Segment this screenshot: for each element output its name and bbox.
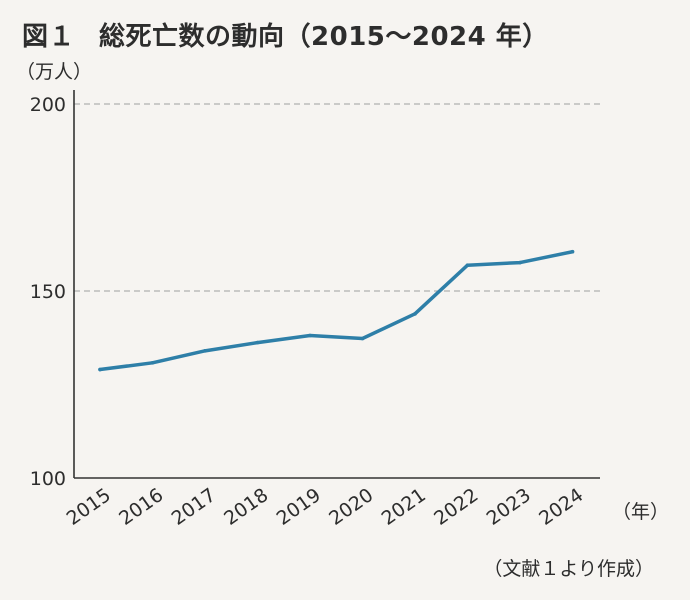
data-point-2019 [308,333,312,338]
grid-lines [74,103,600,292]
x-tick-label-2015: 2015 [63,484,115,530]
figure-title: 図１ 総死亡数の動向（2015～2024 年） [22,16,549,53]
series-layer [98,249,575,372]
x-tick-label-2023: 2023 [483,484,535,530]
axes [73,90,600,479]
series-line-total-deaths [98,249,575,372]
data-point-2023 [518,260,522,265]
data-point-2024 [570,249,575,254]
y-axis-unit-label: （万人） [16,61,92,83]
data-point-2022 [465,263,470,267]
x-tick-label-2017: 2017 [168,484,220,530]
y-tick-label-150: 150 [30,281,66,303]
x-tick-label-2024: 2024 [535,484,587,530]
x-tick-label-2022: 2022 [430,484,482,530]
y-tick-label-100: 100 [30,468,66,490]
y-tick-label-200: 200 [30,94,66,116]
x-tick-label-2021: 2021 [378,484,430,530]
x-tick-label-2018: 2018 [220,484,272,530]
data-point-2016 [150,361,155,365]
source-note: （文献１より作成） [483,558,654,580]
data-point-2020 [360,336,365,341]
figure-title-text: 総死亡数の動向（2015～2024 年） [99,22,549,52]
x-axis-unit-label: （年） [612,501,669,523]
data-point-2015 [98,367,102,372]
figure-number: 図１ [22,22,76,52]
data-point-2017 [203,349,207,353]
data-point-2018 [255,340,260,345]
x-tick-label-2019: 2019 [273,484,325,530]
data-point-2021 [413,312,417,316]
x-tick-label-2020: 2020 [325,484,377,530]
x-tick-label-2016: 2016 [115,484,167,530]
